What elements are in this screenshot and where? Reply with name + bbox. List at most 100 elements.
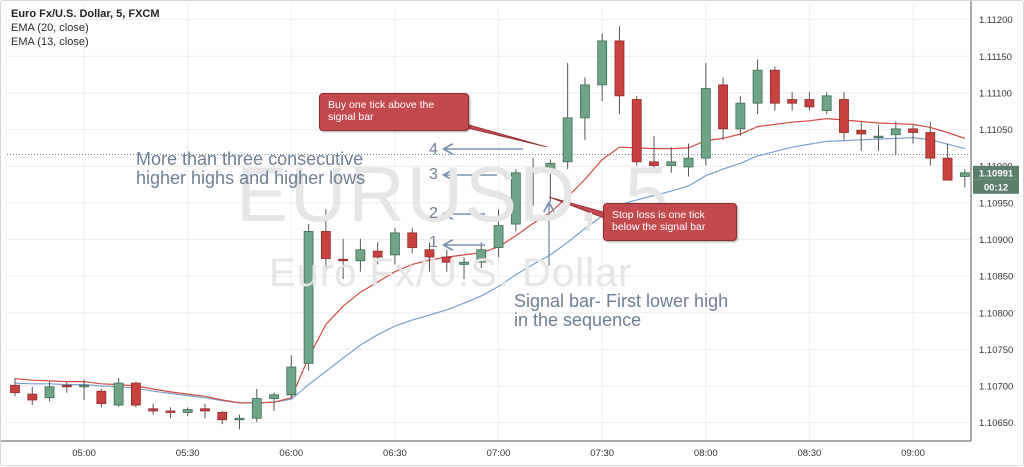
candle-body xyxy=(251,398,262,419)
candle-body xyxy=(839,99,849,133)
candle-body xyxy=(269,394,279,399)
candle-body xyxy=(580,84,590,119)
candle-body xyxy=(873,135,884,139)
buy-callout-line1: Buy one tick above the xyxy=(328,99,435,111)
candle-body xyxy=(182,409,193,413)
candle-body xyxy=(925,132,936,159)
current-price-label: 1.10991 xyxy=(979,168,1014,179)
candle-body xyxy=(27,393,38,401)
x-tick-label: 07:30 xyxy=(590,448,614,459)
annotation-signal-line2: in the sequence xyxy=(514,310,642,330)
candle-body xyxy=(700,88,711,159)
candle-body xyxy=(769,69,780,104)
candle-body xyxy=(61,384,72,388)
candle-body xyxy=(614,40,625,97)
x-tick-label: 09:00 xyxy=(901,448,925,459)
candle-body xyxy=(320,231,331,259)
candle-body xyxy=(79,384,89,388)
candle-body xyxy=(130,382,141,406)
candle-body xyxy=(441,256,452,263)
legend-ema-13: EMA (13, close) xyxy=(11,36,89,48)
candle-body xyxy=(666,161,677,166)
candle-body xyxy=(752,69,763,104)
candle-body xyxy=(424,249,435,258)
current-price-badge xyxy=(973,165,1019,180)
y-tick-label: 1.10700 xyxy=(979,382,1013,393)
candle-body xyxy=(942,157,953,181)
watermark-subtitle: Euro Fx/U.S. Dollar xyxy=(269,251,633,295)
count-label-2: 2 xyxy=(429,205,438,222)
candle-body xyxy=(303,231,314,364)
watermark-symbol: EURUSD, 5 xyxy=(236,150,671,238)
y-tick-label: 1.10950 xyxy=(979,198,1013,209)
ema-13-line xyxy=(14,136,966,404)
candle-body xyxy=(200,408,210,412)
candle-body xyxy=(683,157,694,168)
candle-body xyxy=(476,249,487,263)
y-tick-label: 1.11100 xyxy=(979,88,1012,99)
candle-body xyxy=(597,40,608,86)
legend-ema-20: EMA (20, close) xyxy=(11,22,89,34)
candle-body xyxy=(148,408,159,412)
candle-body xyxy=(234,417,245,421)
annotation-main-line1: More than three consecutive xyxy=(136,149,364,169)
candle-body xyxy=(804,99,815,108)
candle-body xyxy=(735,102,746,130)
x-tick-label: 06:30 xyxy=(383,448,407,459)
x-tick-label: 08:00 xyxy=(694,448,718,459)
candle-body xyxy=(890,128,901,136)
candle-body xyxy=(459,261,469,265)
y-tick-label: 1.11150 xyxy=(979,52,1012,63)
stop-callout-line1: Stop loss is one tick xyxy=(612,209,705,221)
candle-body xyxy=(649,161,659,166)
count-label-4: 4 xyxy=(429,141,438,158)
candle-body xyxy=(787,99,798,104)
annotation-main-line2: higher highs and higher lows xyxy=(136,168,366,188)
candle-body xyxy=(821,95,832,111)
candle-body xyxy=(908,128,918,133)
annotation-signal-line1: Signal bar- First lower high xyxy=(514,291,729,311)
stop-callout-line2: below the signal bar xyxy=(612,221,706,233)
buy-callout-line2: signal bar xyxy=(328,111,374,123)
y-tick-label: 1.10750 xyxy=(979,345,1013,356)
x-tick-label: 05:00 xyxy=(72,448,96,459)
y-tick-label: 1.10800 xyxy=(979,308,1013,319)
candle-body xyxy=(355,249,366,262)
countdown-label: 00:12 xyxy=(984,182,1008,193)
candle-body xyxy=(338,258,349,262)
candle-body xyxy=(959,172,970,177)
stop-callout: Stop loss is one tick below the signal b… xyxy=(603,203,737,241)
candle-body xyxy=(528,168,538,174)
y-tick-label: 1.11200 xyxy=(979,15,1013,26)
candle-body xyxy=(510,172,521,225)
buy-callout: Buy one tick above the signal bar xyxy=(319,93,469,131)
candle-body xyxy=(165,410,176,413)
y-tick-label: 1.10900 xyxy=(979,235,1013,246)
candle-body xyxy=(113,382,124,406)
y-tick-label: 1.11050 xyxy=(979,125,1013,136)
candle-body xyxy=(545,162,556,170)
candle-body xyxy=(718,84,728,130)
x-tick-label: 05:30 xyxy=(176,448,200,459)
chart-legend: Euro Fx/U.S. Dollar, 5, FXCM EMA (20, cl… xyxy=(11,7,160,49)
countdown-badge xyxy=(973,179,1019,194)
candle-body xyxy=(390,232,400,256)
candle-body xyxy=(562,117,573,163)
candle-body xyxy=(631,99,642,163)
y-tick-label: 1.10850 xyxy=(979,272,1013,283)
candle-body xyxy=(44,386,55,399)
candle-body xyxy=(493,225,504,248)
count-label-1: 1 xyxy=(429,234,438,251)
candle-body xyxy=(96,390,107,405)
candle-body xyxy=(856,129,867,135)
x-tick-label: 08:30 xyxy=(798,448,822,459)
candle-body xyxy=(372,250,383,258)
x-tick-label: 07:00 xyxy=(487,448,511,459)
ema-20-line xyxy=(14,117,966,404)
candle-body xyxy=(286,366,297,396)
x-tick-label: 06:00 xyxy=(279,448,303,459)
candle-body xyxy=(217,412,228,421)
candle-body xyxy=(10,384,20,394)
